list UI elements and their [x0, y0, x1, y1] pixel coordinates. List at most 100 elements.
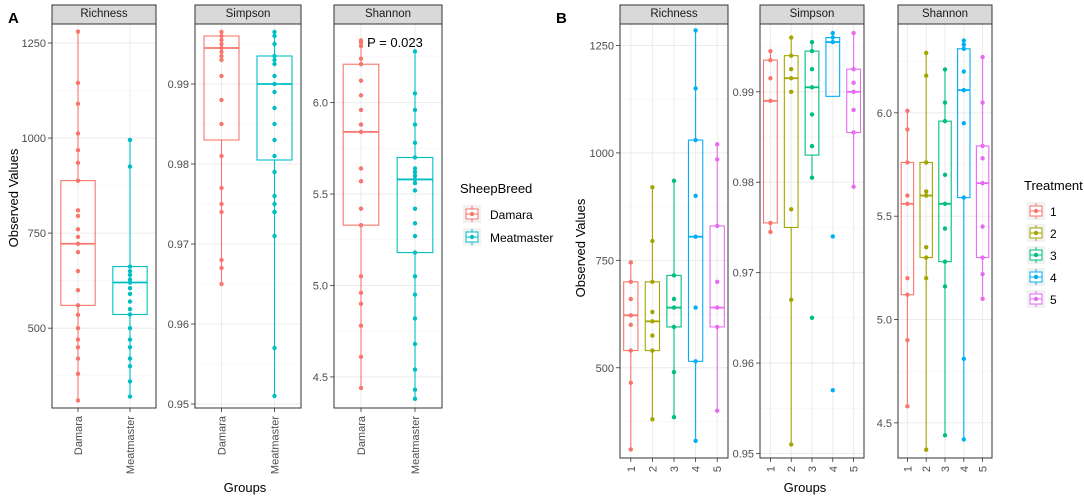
data-point: [768, 229, 773, 235]
data-point: [809, 39, 815, 45]
data-point: [127, 164, 133, 169]
data-point: [789, 442, 794, 447]
strip-title-b-shannon: Shannon: [922, 8, 968, 20]
strip-title-b-simpson: Simpson: [790, 8, 835, 20]
data-point: [358, 122, 364, 127]
data-point: [961, 38, 966, 43]
data-point: [924, 50, 929, 56]
box: [687, 139, 704, 362]
data-point: [219, 33, 224, 39]
data-point: [693, 234, 698, 239]
data-point: [942, 100, 948, 105]
facet-panel-border: [194, 23, 302, 409]
data-point: [905, 193, 910, 198]
data-point: [789, 67, 794, 72]
data-point: [75, 80, 81, 86]
data-point: [905, 338, 910, 343]
data-point: [75, 208, 81, 213]
data-point: [412, 221, 418, 226]
data-point: [715, 408, 720, 413]
data-point: [693, 137, 698, 143]
data-point: [127, 337, 133, 342]
data-point: [75, 178, 81, 183]
x-tick-label: 5: [849, 466, 861, 472]
data-point: [127, 286, 133, 291]
y-axis-title-b: Observed Values: [573, 198, 588, 297]
y-tick-label: 4.5: [313, 372, 328, 384]
x-tick-label: 1: [765, 466, 777, 472]
data-point: [75, 227, 81, 232]
data-point: [272, 233, 277, 239]
data-point: [127, 137, 133, 143]
data-point: [628, 260, 633, 265]
data-point: [789, 53, 794, 58]
data-point: [412, 169, 418, 175]
data-point: [905, 201, 910, 206]
y-tick-label: 1000: [22, 133, 46, 145]
data-point: [924, 73, 929, 78]
legend-key-point: [469, 234, 475, 240]
data-point: [905, 160, 910, 165]
data-point: [412, 122, 418, 127]
y-tick-label: 6.0: [313, 98, 328, 110]
x-tick-label: 4: [828, 466, 840, 472]
data-point: [851, 184, 856, 189]
data-point: [830, 234, 835, 239]
data-point: [75, 356, 81, 361]
x-tick-label: 5: [712, 466, 724, 472]
data-point: [272, 153, 277, 159]
data-point: [75, 148, 81, 153]
data-point: [628, 380, 633, 386]
y-tick-label: 5.5: [313, 189, 328, 201]
data-point: [650, 279, 655, 285]
data-point: [127, 280, 133, 285]
data-point: [715, 324, 720, 330]
y-tick-label: 5.5: [877, 211, 892, 223]
data-point: [358, 301, 364, 306]
data-point: [412, 177, 418, 182]
data-point: [219, 41, 224, 47]
data-point: [809, 175, 815, 180]
data-point: [789, 35, 794, 40]
data-point: [75, 325, 81, 331]
data-point: [412, 274, 418, 279]
x-tick-label: 2: [647, 466, 659, 472]
data-point: [75, 131, 81, 136]
data-point: [75, 312, 81, 318]
x-tick-label: Meatmaster: [410, 416, 422, 474]
data-point: [809, 315, 815, 321]
data-point: [412, 49, 418, 54]
data-point: [942, 172, 948, 178]
data-point: [961, 437, 966, 442]
data-point: [693, 86, 698, 91]
data-point: [851, 89, 856, 95]
data-point: [789, 89, 794, 95]
data-point: [980, 255, 985, 260]
strip-title-a-simpson: Simpson: [226, 8, 271, 20]
data-point: [924, 245, 929, 250]
data-point: [671, 324, 677, 330]
data-point: [412, 155, 418, 160]
data-point: [830, 30, 835, 36]
box: [938, 120, 952, 263]
data-point: [358, 43, 364, 49]
y-tick-label: 500: [596, 363, 614, 375]
data-point: [924, 447, 929, 452]
data-point: [942, 259, 948, 264]
box: [975, 145, 990, 259]
legend-key-point: [469, 211, 475, 217]
data-point: [768, 98, 773, 104]
data-point: [851, 107, 856, 113]
data-point: [924, 276, 929, 281]
data-point: [219, 257, 224, 263]
x-tick-label: Damara: [73, 415, 85, 455]
data-point: [715, 279, 720, 285]
data-point: [219, 281, 224, 287]
data-point: [219, 201, 224, 207]
data-point: [628, 313, 633, 318]
data-point: [693, 438, 698, 444]
panel-label-b: B: [556, 10, 567, 27]
box: [644, 281, 661, 352]
data-point: [789, 207, 794, 212]
box: [342, 63, 380, 226]
